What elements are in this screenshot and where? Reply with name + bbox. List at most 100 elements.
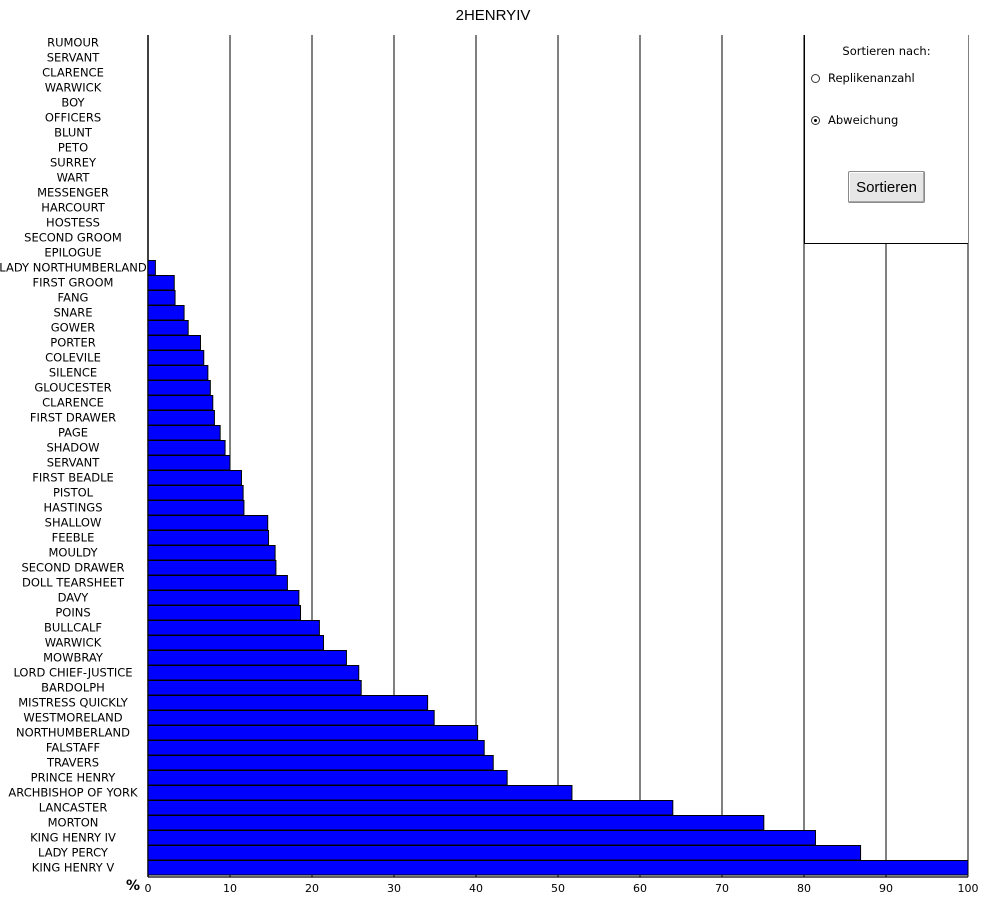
bar [147,365,209,381]
category-label: DOLL TEARSHEET [22,576,125,590]
bar [147,635,324,651]
category-label: MESSENGER [37,186,109,200]
bar [147,740,485,756]
category-label: SERVANT [47,51,101,65]
x-tick-label: 70 [715,882,729,895]
x-tick-label: 0 [145,882,152,895]
bar [147,650,347,666]
category-label: WARWICK [45,81,102,95]
bar [147,275,175,291]
category-label: HARCOURT [41,201,106,215]
bar [147,425,221,441]
radio-replikenanzahl[interactable]: Replikenanzahl [811,71,915,85]
category-label: GLOUCESTER [34,381,111,395]
radio-replikenanzahl-label: Replikenanzahl [828,71,915,85]
bar [147,590,300,606]
category-label: PAGE [58,426,88,440]
x-axis-unit-label: % [126,878,140,894]
category-label: FEEBLE [52,531,95,545]
category-label: SILENCE [49,366,97,380]
category-label: LORD CHIEF-JUSTICE [13,666,132,680]
category-label: WESTMORELAND [23,711,122,725]
x-tick-label: 20 [305,882,319,895]
bar [147,290,176,306]
bar [147,620,320,636]
bar [147,605,302,621]
radio-replikenanzahl-circle[interactable] [811,73,820,83]
category-label: DAVY [58,591,90,605]
category-label: WARWICK [45,636,102,650]
category-label: SECOND DRAWER [21,561,124,575]
category-label: MISTRESS QUICKLY [18,696,128,710]
x-tick-label: 80 [797,882,811,895]
radio-abweichung-circle[interactable] [811,115,820,125]
category-label: RUMOUR [47,36,99,50]
category-label: KING HENRY IV [30,831,116,845]
x-tick-label: 40 [469,882,483,895]
category-label: MORTON [48,816,99,830]
bar [147,470,242,486]
category-label: LADY NORTHUMBERLAND [0,261,147,275]
x-axis-ticks: 0 10 20 30 40 50 60 70 80 90 100 [145,882,979,895]
category-label: BOY [61,96,85,110]
bar [147,815,765,831]
chart-title: 2HENRYIV [456,7,531,24]
radio-abweichung-label: Abweichung [828,113,899,127]
category-label: SHADOW [46,441,99,455]
category-label: MOWBRAY [43,651,104,665]
bar [147,830,816,846]
bar [147,770,508,786]
sort-panel: Sortieren nach: Replikenanzahl Abweichun… [804,35,968,244]
category-label: SURREY [50,156,97,170]
bar [147,305,185,321]
category-label: LADY PERCY [38,846,109,860]
category-label: NORTHUMBERLAND [16,726,130,740]
bar [147,545,276,561]
bar [147,575,288,591]
bar [147,560,277,576]
category-label: SERVANT [47,456,101,470]
x-tick-label: 10 [223,882,237,895]
radio-abweichung[interactable]: Abweichung [811,113,898,127]
bar [147,320,189,336]
category-label: KING HENRY V [32,861,115,875]
bar [147,845,862,861]
x-tick-label: 30 [387,882,401,895]
category-label: PISTOL [53,486,94,500]
x-tick-label: 100 [958,882,979,895]
x-tick-label: 90 [879,882,893,895]
category-label: CLARENCE [42,396,104,410]
bar [147,785,573,801]
bar [147,350,205,366]
bar [147,680,362,696]
category-label: PORTER [50,336,95,350]
bar [147,725,479,741]
category-label: SHALLOW [45,516,102,530]
category-labels: RUMOURSERVANTCLARENCEWARWICKBOYOFFICERSB… [0,36,147,875]
x-tick-label: 60 [633,882,647,895]
category-label: MOULDY [48,546,98,560]
bar [147,665,360,681]
category-label: SNARE [53,306,92,320]
sort-button[interactable]: Sortieren [848,171,925,203]
bar [147,800,674,816]
bar [147,395,214,411]
category-label: LANCASTER [39,801,108,815]
category-label: WART [57,171,91,185]
category-label: COLEVILE [45,351,101,365]
category-label: FIRST BEADLE [32,471,114,485]
category-label: TRAVERS [46,756,99,770]
category-label: HASTINGS [43,501,102,515]
category-label: CLARENCE [42,66,104,80]
bar [147,455,231,471]
category-label: EPILOGUE [44,246,101,260]
x-tick-label: 50 [551,882,565,895]
bar [147,710,435,726]
category-label: ARCHBISHOP OF YORK [8,786,138,800]
bar [147,260,156,276]
bar [147,500,245,516]
category-label: FANG [58,291,89,305]
bars [147,260,969,876]
sort-panel-title: Sortieren nach: [842,44,931,58]
